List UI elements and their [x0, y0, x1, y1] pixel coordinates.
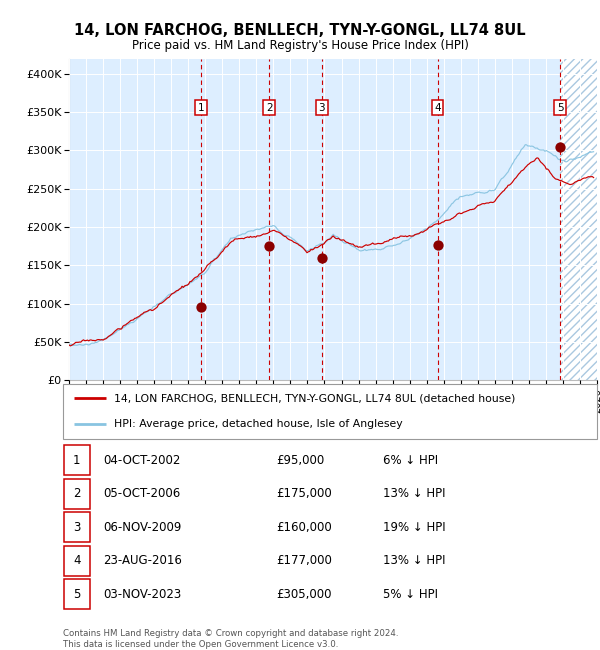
Text: 1: 1 [73, 454, 80, 467]
Text: 5: 5 [557, 103, 563, 112]
Text: 14, LON FARCHOG, BENLLECH, TYN-Y-GONGL, LL74 8UL: 14, LON FARCHOG, BENLLECH, TYN-Y-GONGL, … [74, 23, 526, 38]
Bar [64, 579, 90, 609]
Point [265, 241, 274, 252]
Text: 5% ↓ HPI: 5% ↓ HPI [383, 588, 439, 601]
Text: £160,000: £160,000 [277, 521, 332, 534]
Text: 2: 2 [266, 103, 272, 112]
Text: 4: 4 [434, 103, 441, 112]
Text: 05-OCT-2006: 05-OCT-2006 [103, 487, 181, 500]
Bar [64, 545, 90, 576]
Text: 04-OCT-2002: 04-OCT-2002 [103, 454, 181, 467]
Point [196, 302, 206, 313]
Text: 2: 2 [73, 487, 80, 500]
Bar [64, 445, 90, 475]
Text: £175,000: £175,000 [277, 487, 332, 500]
Text: 3: 3 [318, 103, 325, 112]
Text: 6% ↓ HPI: 6% ↓ HPI [383, 454, 439, 467]
Text: HPI: Average price, detached house, Isle of Anglesey: HPI: Average price, detached house, Isle… [114, 419, 403, 429]
Text: 1: 1 [197, 103, 205, 112]
Text: 03-NOV-2023: 03-NOV-2023 [103, 588, 181, 601]
Text: £95,000: £95,000 [277, 454, 325, 467]
Text: 13% ↓ HPI: 13% ↓ HPI [383, 554, 446, 567]
Text: £305,000: £305,000 [277, 588, 332, 601]
Text: 14, LON FARCHOG, BENLLECH, TYN-Y-GONGL, LL74 8UL (detached house): 14, LON FARCHOG, BENLLECH, TYN-Y-GONGL, … [114, 393, 515, 404]
Bar [64, 478, 90, 509]
Text: Price paid vs. HM Land Registry's House Price Index (HPI): Price paid vs. HM Land Registry's House … [131, 39, 469, 52]
Text: 5: 5 [73, 588, 80, 601]
Point [433, 239, 442, 250]
Text: Contains HM Land Registry data © Crown copyright and database right 2024.
This d: Contains HM Land Registry data © Crown c… [63, 629, 398, 649]
Text: 23-AUG-2016: 23-AUG-2016 [103, 554, 182, 567]
Text: £177,000: £177,000 [277, 554, 332, 567]
Point [317, 252, 326, 263]
Bar [64, 512, 90, 542]
Text: 06-NOV-2009: 06-NOV-2009 [103, 521, 181, 534]
Text: 19% ↓ HPI: 19% ↓ HPI [383, 521, 446, 534]
Text: 4: 4 [73, 554, 80, 567]
Text: 3: 3 [73, 521, 80, 534]
Text: 13% ↓ HPI: 13% ↓ HPI [383, 487, 446, 500]
Point [555, 142, 565, 152]
